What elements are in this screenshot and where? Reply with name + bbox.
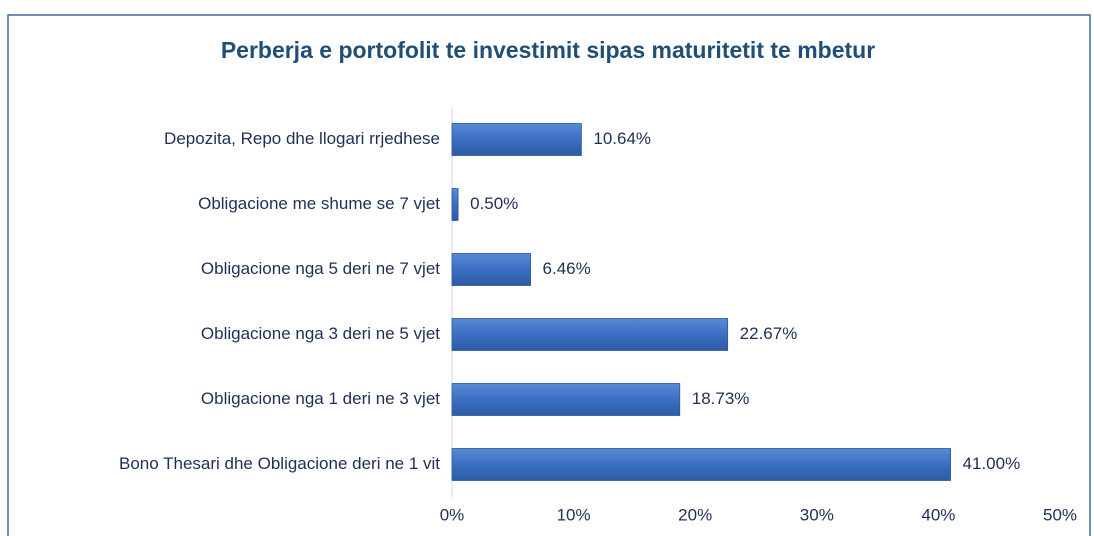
data-label: 0.50% xyxy=(470,194,518,213)
bar xyxy=(451,448,951,481)
y-tick-label: Bono Thesari dhe Obligacione deri ne 1 v… xyxy=(119,454,440,473)
data-label: 6.46% xyxy=(543,259,591,278)
y-tick-label: Obligacione nga 3 deri ne 5 vjet xyxy=(201,324,440,343)
data-label: 18.73% xyxy=(692,389,750,408)
bar xyxy=(451,318,729,351)
y-tick-label: Obligacione nga 5 deri ne 7 vjet xyxy=(201,259,440,278)
x-tick-label: 30% xyxy=(800,505,834,524)
x-tick-label: 10% xyxy=(557,505,591,524)
data-label: 22.67% xyxy=(740,324,798,343)
x-tick-label: 0% xyxy=(440,505,465,524)
bar xyxy=(451,383,681,416)
chart-title: Perberja e portofolit te investimit sipa… xyxy=(221,37,875,63)
x-tick-label: 40% xyxy=(921,505,955,524)
y-tick-label: Obligacione me shume se 7 vjet xyxy=(198,194,440,213)
x-tick-label: 50% xyxy=(1043,505,1077,524)
y-tick-label: Obligacione nga 1 deri ne 3 vjet xyxy=(201,389,440,408)
bar xyxy=(451,188,459,221)
bar xyxy=(451,253,531,286)
data-label: 41.00% xyxy=(963,454,1021,473)
y-tick-label: Depozita, Repo dhe llogari rrjedhese xyxy=(164,129,440,148)
data-label: 10.64% xyxy=(593,129,651,148)
x-tick-label: 20% xyxy=(678,505,712,524)
bar xyxy=(451,123,582,156)
